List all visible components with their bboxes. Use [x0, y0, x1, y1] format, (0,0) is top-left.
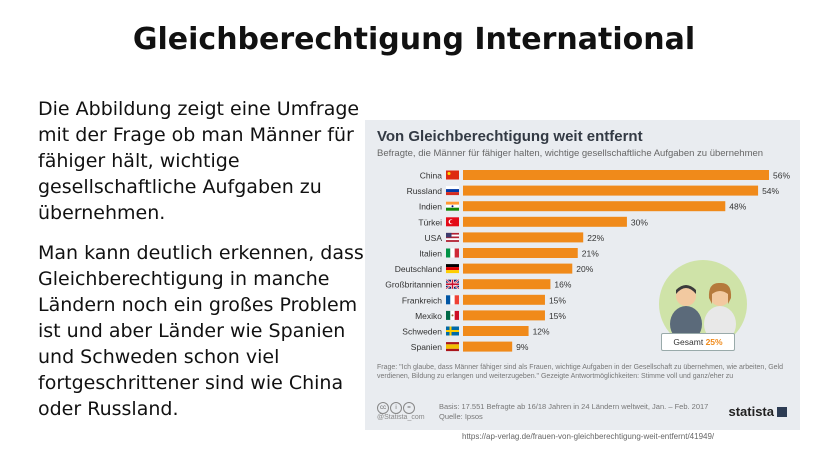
bar-chart: China 56% Russland 54% Indien 48% Türkei 30% USA…: [385, 170, 790, 352]
total-label: Gesamt: [673, 337, 704, 347]
cc-icon: cc: [377, 402, 389, 414]
paragraph-survey: Die Abbildung zeigt eine Umfrage mit der…: [38, 98, 360, 224]
value-label: 16%: [554, 280, 571, 290]
statista-logo: statista: [728, 404, 787, 419]
value-label: 15%: [549, 295, 566, 305]
spain-flag-icon: [446, 342, 459, 352]
usa-flag-icon: [446, 232, 459, 242]
body-text: Die Abbildung zeigt eine Umfrage mit der…: [38, 96, 368, 436]
value-label: 12%: [533, 327, 550, 337]
category-label: Indien: [419, 202, 442, 212]
bar: [463, 248, 578, 258]
brand-name: statista: [728, 404, 774, 419]
category-label: Mexiko: [415, 311, 442, 321]
chart-title: Von Gleichberechtigung weit entfernt: [377, 128, 643, 145]
uk-flag-icon: [445, 278, 460, 290]
value-label: 30%: [631, 217, 648, 227]
bar: [463, 279, 551, 290]
chart-card: Von Gleichberechtigung weit entfernt Bef…: [365, 120, 800, 430]
category-label: Frankreich: [402, 295, 442, 305]
bar: [463, 326, 529, 336]
italy-flag-icon: [446, 248, 459, 258]
category-label: Schweden: [402, 327, 442, 337]
source-origin: Quelle: Ipsos: [439, 412, 483, 421]
total-badge: Gesamt 25%: [661, 333, 735, 351]
bar: [463, 201, 726, 212]
value-label: 48%: [729, 202, 746, 212]
people-icon: [659, 260, 747, 348]
russia-flag-icon: [446, 186, 459, 196]
china-flag-icon: [446, 170, 459, 180]
india-flag-icon: [446, 201, 459, 211]
bar: [463, 216, 627, 227]
bar: [463, 263, 573, 274]
value-label: 20%: [576, 264, 593, 274]
bar: [463, 341, 513, 352]
category-label: Italien: [419, 249, 442, 259]
total-value: 25%: [705, 337, 723, 347]
chart-footnote: Frage: "Ich glaube, dass Männer fähiger …: [377, 364, 783, 380]
value-label: 15%: [549, 311, 566, 321]
cc-license: cc i = @Statista_com: [377, 402, 425, 421]
category-label: Deutschland: [395, 264, 443, 274]
value-label: 22%: [587, 233, 604, 243]
mexico-flag-icon: [446, 310, 459, 320]
cc-handle: @Statista_com: [377, 414, 425, 421]
category-label: Spanien: [411, 342, 442, 352]
source-basis: Basis: 17.551 Befragte ab 16/18 Jahren i…: [439, 402, 709, 411]
value-label: 54%: [762, 186, 779, 196]
category-label: China: [420, 171, 442, 181]
paragraph-conclusion: Man kann deutlich erkennen, dass Gleichb…: [38, 242, 364, 420]
value-label: 21%: [582, 249, 599, 259]
value-label: 9%: [516, 342, 529, 352]
chart-subtitle: Befragte, die Männer für fähiger halten,…: [377, 148, 764, 159]
value-label: 56%: [773, 171, 790, 181]
bar: [463, 310, 545, 321]
bar: [463, 294, 545, 305]
category-label: Russland: [407, 186, 443, 196]
bar: [463, 170, 769, 180]
france-flag-icon: [446, 295, 459, 305]
chart-footer: cc i = @Statista_com Basis: 17.551 Befra…: [377, 400, 797, 426]
category-label: Türkei: [418, 217, 442, 227]
nd-icon: =: [403, 402, 415, 414]
people-illustration: [648, 252, 758, 362]
slide-title: Gleichberechtigung International: [132, 22, 696, 57]
turkey-flag-icon: [446, 217, 459, 227]
category-label: Großbritannien: [385, 280, 442, 290]
sweden-flag-icon: [446, 326, 459, 336]
bar: [463, 185, 759, 196]
by-icon: i: [390, 402, 402, 414]
category-label: USA: [425, 233, 443, 243]
source-url: https://ap-verlag.de/frauen-von-gleichbe…: [462, 432, 715, 441]
source-info: Basis: 17.551 Befragte ab 16/18 Jahren i…: [439, 402, 708, 422]
germany-flag-icon: [446, 264, 459, 274]
statista-mark-icon: [777, 407, 787, 417]
bar: [463, 232, 584, 243]
